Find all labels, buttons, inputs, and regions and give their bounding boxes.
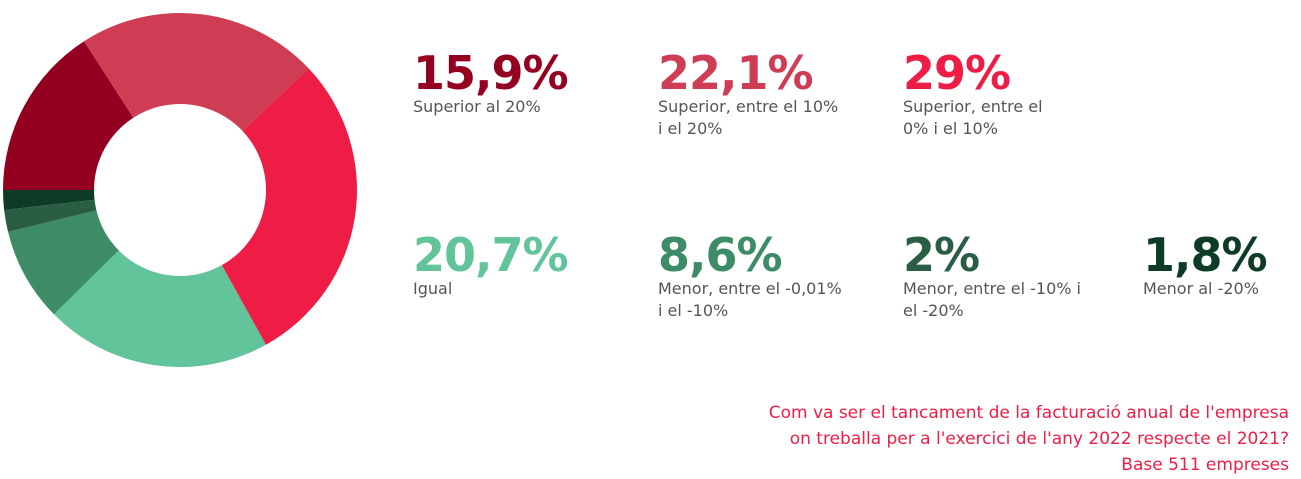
value-label: 2% — [903, 228, 980, 282]
legend-item: 1,8% Menor al -20% — [1143, 232, 1301, 300]
slice — [3, 41, 134, 190]
legend-item: 22,1% Superior, entre el 10% i el 20% — [658, 50, 843, 140]
legend-label: Superior al 20% — [413, 97, 541, 116]
legend-label: Menor, entre el -0,01% i el -10% — [658, 279, 842, 320]
slice — [84, 13, 309, 131]
value-label: 15,9% — [413, 46, 569, 100]
legend-item: 2% Menor, entre el -10% i el -20% — [903, 232, 1088, 322]
donut-chart — [3, 13, 357, 367]
note-line: Com va ser el tancament de la facturació… — [768, 403, 1289, 423]
value-label: 22,1% — [658, 46, 814, 100]
legend-label: Superior, entre el 10% i el 20% — [658, 97, 839, 138]
value-label: 8,6% — [658, 228, 783, 282]
legend-item: 8,6% Menor, entre el -0,01% i el -10% — [658, 232, 843, 322]
note-line: Base 511 empreses — [1121, 455, 1289, 475]
slice — [4, 199, 97, 232]
slice — [221, 68, 357, 345]
legend-label: Igual — [413, 279, 453, 298]
note: Com va ser el tancament de la facturació… — [769, 400, 1289, 478]
legend-label: Menor al -20% — [1143, 279, 1259, 298]
value-label: 29% — [903, 46, 1011, 100]
value-label: 20,7% — [413, 228, 569, 282]
slice — [3, 190, 95, 210]
slice — [8, 210, 119, 315]
legend-item: 20,7% Igual — [413, 232, 598, 300]
note-line: on treballa per a l'exercici de l'any 20… — [789, 429, 1289, 449]
legend-item: 15,9% Superior al 20% — [413, 50, 598, 118]
legend-label: Menor, entre el -10% i el -20% — [903, 279, 1081, 320]
legend-label: Superior, entre el 0% i el 10% — [903, 97, 1043, 138]
legend-item: 29% Superior, entre el 0% i el 10% — [903, 50, 1043, 140]
slice — [53, 250, 266, 367]
value-label: 1,8% — [1143, 228, 1268, 282]
